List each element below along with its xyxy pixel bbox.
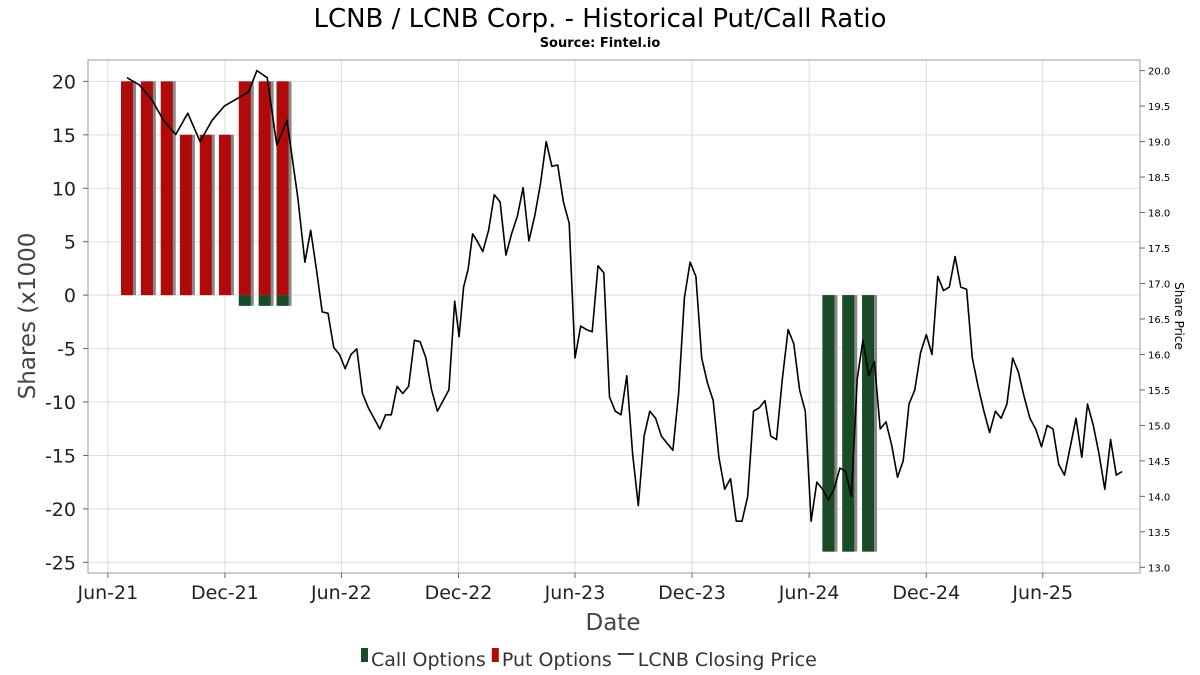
x-tick-label: Dec-24 bbox=[892, 582, 960, 604]
y2-tick-label: 13.0 bbox=[1148, 563, 1170, 574]
call-bar bbox=[822, 295, 835, 552]
call-bar bbox=[862, 295, 875, 552]
y2-tick-label: 13.5 bbox=[1148, 528, 1170, 539]
y-tick-label: -10 bbox=[45, 392, 76, 414]
price-line bbox=[126, 69, 1123, 522]
legend-swatch bbox=[361, 648, 368, 662]
y-tick-label: -20 bbox=[45, 499, 76, 521]
x-tick-label: Jun-21 bbox=[76, 582, 138, 604]
legend-swatch bbox=[491, 648, 499, 662]
put-bar bbox=[121, 81, 134, 296]
put-bar bbox=[179, 134, 192, 296]
y-tick-label: -25 bbox=[45, 552, 76, 574]
x-tick-label: Dec-21 bbox=[191, 582, 259, 604]
x-tick-label: Jun-23 bbox=[544, 582, 606, 604]
put-bar bbox=[140, 81, 153, 296]
put-bar bbox=[258, 81, 271, 296]
put-bar bbox=[199, 134, 212, 296]
chart-title: LCNB / LCNB Corp. - Historical Put/Call … bbox=[313, 4, 886, 34]
call-bar bbox=[842, 295, 855, 552]
y2-axis-label: Share Price bbox=[1172, 282, 1186, 350]
y2-tick-label: 15.0 bbox=[1148, 421, 1170, 432]
y2-tick-label: 17.5 bbox=[1148, 244, 1170, 255]
y-tick-label: 15 bbox=[52, 125, 76, 147]
y2-tick-label: 14.0 bbox=[1148, 492, 1170, 503]
x-tick-label: Jun-22 bbox=[310, 582, 372, 604]
y-tick-label: 5 bbox=[64, 232, 76, 254]
x-axis-ticks: Jun-21 Dec-21 Jun-22 Dec-22 Jun-23 Dec-23 Jun-… bbox=[76, 573, 1073, 604]
y2-tick-label: 18.5 bbox=[1148, 173, 1170, 184]
y2-tick-label: 19.5 bbox=[1148, 102, 1170, 113]
chart-subtitle: Source: Fintel.io bbox=[540, 36, 661, 51]
put-bar bbox=[218, 134, 231, 296]
bar-series bbox=[121, 81, 878, 552]
y-axis-label: Shares (x1000 bbox=[15, 233, 41, 400]
y2-tick-label: 18.0 bbox=[1148, 209, 1170, 220]
y2-tick-label: 20.0 bbox=[1148, 67, 1170, 78]
x-tick-label: Dec-22 bbox=[425, 582, 493, 604]
y2-tick-label: 16.5 bbox=[1148, 315, 1170, 326]
y-tick-label: 20 bbox=[52, 71, 76, 93]
call-bar bbox=[276, 295, 289, 306]
put-bar bbox=[276, 81, 289, 296]
call-bar bbox=[258, 295, 271, 306]
x-tick-label: Jun-24 bbox=[778, 582, 840, 604]
y2-tick-label: 14.5 bbox=[1148, 457, 1170, 468]
y2-axis-ticks: 13.0 13.5 14.0 14.5 15.0 15.5 16.0 16.5 17.0 17.5… bbox=[1140, 67, 1170, 574]
put-bar bbox=[160, 81, 173, 296]
y2-tick-label: 17.0 bbox=[1148, 280, 1170, 291]
x-tick-label: Dec-23 bbox=[658, 582, 726, 604]
x-tick-label: Jun-25 bbox=[1011, 582, 1073, 604]
y2-tick-label: 15.5 bbox=[1148, 386, 1170, 397]
y2-tick-label: 16.0 bbox=[1148, 350, 1170, 361]
legend-label: Put Options bbox=[502, 649, 612, 671]
legend: Call Options Put Options LCNB Closing Pric… bbox=[361, 648, 817, 671]
y-tick-label: -5 bbox=[57, 339, 76, 361]
put-bar bbox=[238, 81, 251, 296]
legend-label: Call Options bbox=[371, 649, 486, 671]
legend-label: LCNB Closing Price bbox=[638, 649, 817, 671]
y-tick-label: -15 bbox=[45, 445, 76, 467]
x-axis-label: Date bbox=[586, 610, 641, 636]
call-bar bbox=[238, 295, 251, 306]
y2-tick-label: 19.0 bbox=[1148, 138, 1170, 149]
y-tick-label: 10 bbox=[52, 178, 76, 200]
plot-frame bbox=[87, 59, 1141, 574]
y-axis-ticks: -25 -20 -15 -10 -5 0 5 10 15 20 bbox=[45, 71, 88, 574]
y-tick-label: 0 bbox=[64, 285, 76, 307]
